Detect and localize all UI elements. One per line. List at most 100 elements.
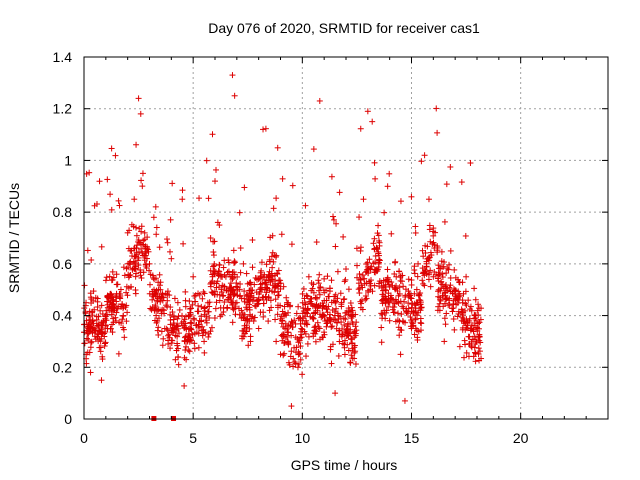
data-point [106,307,113,314]
data-point [125,260,132,267]
data-point [164,303,171,310]
data-point [273,338,280,345]
data-point [378,324,385,331]
data-point [269,249,276,256]
data-point [396,268,403,275]
data-point [152,203,159,210]
data-point [96,178,103,185]
x-tick-label: 5 [189,430,197,446]
data-point [269,288,276,295]
data-point [331,293,338,300]
data-point [323,297,330,304]
data-point [153,224,160,231]
data-point [231,92,238,99]
data-point [287,353,294,360]
data-point [437,297,444,304]
data-point [133,232,140,239]
data-point [412,229,419,236]
data-point [319,313,326,320]
data-point [427,283,434,290]
data-point [174,333,181,340]
data-point [354,262,361,269]
data-point [421,282,428,289]
data-point [138,177,145,184]
data-point [333,305,340,312]
data-point [257,275,264,282]
data-point [370,240,377,247]
data-point [327,285,334,292]
scatter-points [81,72,485,421]
data-point [394,310,401,317]
data-point [450,300,457,307]
data-point [472,350,479,357]
data-point [131,196,138,203]
data-point [414,273,421,280]
data-point [83,335,90,342]
data-point [408,193,415,200]
data-point [334,310,341,317]
data-point [279,308,286,315]
data-point [453,295,460,302]
data-point [404,310,411,317]
data-point [417,297,424,304]
data-point [208,289,215,296]
data-point [458,306,465,313]
data-point [475,320,482,327]
data-point [280,352,287,359]
data-point [359,272,366,279]
data-point [180,240,187,247]
data-point [473,317,480,324]
data-point [87,290,94,297]
data-point [153,312,160,319]
data-point [213,299,220,306]
data-point [447,282,454,289]
data-point [265,271,272,278]
data-point [472,296,479,303]
data-point [278,231,285,238]
data-point [446,301,453,308]
data-point [170,328,177,335]
data-point [185,330,192,337]
data-point [212,178,218,185]
data-point [353,245,360,252]
data-point [255,290,262,297]
data-point [84,330,91,337]
data-point [97,307,104,314]
data-point [337,290,344,297]
data-point [462,300,469,307]
y-tick-label: 0.6 [53,256,73,272]
data-point [181,334,188,341]
data-point [93,316,100,323]
data-point [196,195,203,202]
data-point [372,259,379,266]
data-point [236,286,243,293]
data-point [476,348,483,355]
data-point [339,331,346,338]
data-point [371,235,378,242]
data-point [476,337,483,344]
data-point [350,311,357,318]
data-point [412,325,419,332]
data-point [386,283,393,290]
data-point [273,195,280,202]
data-point [246,306,253,313]
data-point [402,286,409,293]
data-point [288,332,295,339]
data-point [237,292,244,299]
data-point [199,323,206,330]
data-point [104,176,111,183]
data-point [198,313,205,320]
data-point [162,290,169,297]
data-point [206,303,213,310]
data-point [425,196,432,203]
data-point [267,234,274,241]
data-point [332,243,339,250]
data-point [153,231,160,238]
data-point [343,266,349,273]
data-point [153,290,160,297]
data-point [213,166,220,173]
data-point [305,333,312,340]
data-point [300,305,307,312]
data-point [143,261,150,268]
